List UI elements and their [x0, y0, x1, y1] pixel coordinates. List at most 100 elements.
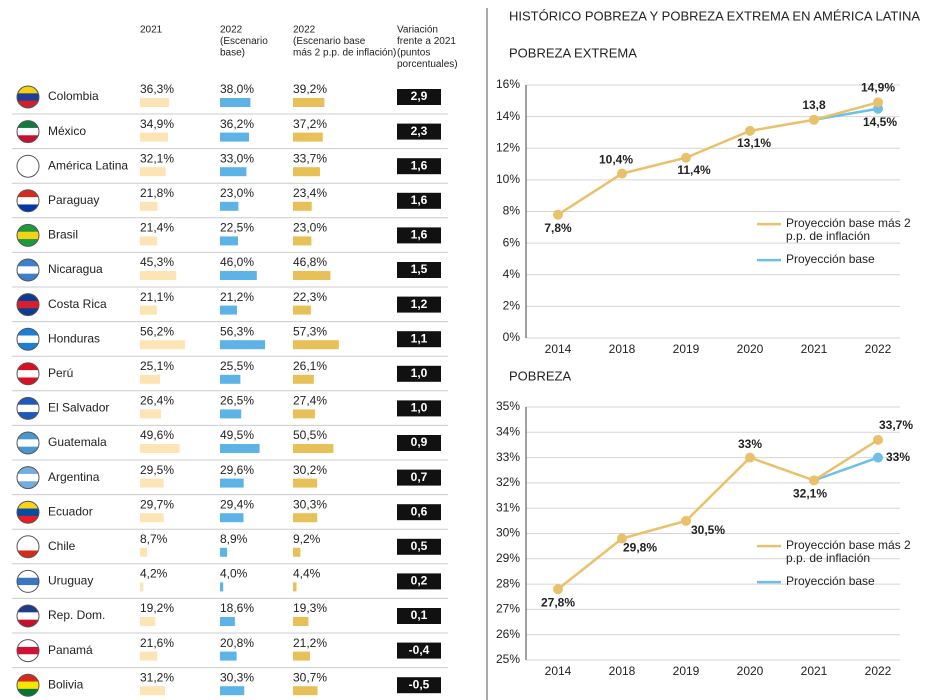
y-tick-label: 8%: [503, 204, 521, 218]
data-point: [873, 97, 883, 108]
variation-box: [397, 192, 441, 209]
country-name: Perú: [48, 366, 73, 380]
x-tick-label: 2014: [545, 342, 572, 356]
table-bar: [220, 686, 245, 696]
variation-box: [397, 123, 441, 140]
variation-box: [397, 538, 441, 555]
value-label: 19,3%: [293, 601, 327, 615]
flag-stripe: [17, 501, 39, 510]
flag-border: [16, 189, 40, 213]
flag-border: [16, 85, 40, 109]
value-label: 18,6%: [220, 601, 254, 615]
table-bar: [293, 617, 309, 626]
data-label: 10,4%: [599, 153, 633, 167]
chart-title: POBREZA EXTREMA: [509, 45, 637, 60]
country-name: El Salvador: [48, 401, 109, 415]
flag-stripe: [17, 273, 39, 281]
flag: [16, 396, 40, 420]
series-line: [557, 438, 879, 591]
flag-stripe: [17, 674, 39, 683]
table-bar: [220, 98, 251, 107]
main-title: HISTÓRICO POBREZA Y POBREZA EXTREMA EN A…: [509, 8, 920, 23]
flag-stripe: [17, 100, 39, 108]
flag-border: [16, 223, 40, 247]
value-label: 20,8%: [220, 636, 254, 650]
variation-label: 1,6: [411, 228, 428, 242]
flag-stripe: [17, 646, 39, 655]
x-tick-label: 2021: [801, 664, 828, 678]
variation-box: [397, 296, 441, 313]
variation-label: 0,2: [411, 574, 428, 588]
value-label: 21,2%: [293, 636, 327, 650]
y-tick-label: 6%: [503, 235, 521, 249]
table-bar: [140, 98, 170, 107]
flag: [16, 293, 40, 317]
column-header: frente a 2021: [397, 36, 456, 47]
value-label: 23,4%: [293, 186, 327, 200]
table-bar: [220, 651, 237, 661]
flag-stripe: [17, 466, 39, 475]
flag-stripe: [17, 266, 39, 275]
table-bar: [293, 513, 318, 523]
value-label: 9,2%: [293, 532, 321, 546]
value-label: 50,5%: [293, 428, 327, 442]
data-label: 27,8%: [541, 595, 575, 609]
table-bar: [140, 271, 177, 280]
table-bar: [220, 374, 241, 384]
flag: [16, 569, 40, 593]
flag-stripe: [17, 120, 39, 129]
legend-label: Proyección base: [786, 575, 875, 589]
variation-label: 1,0: [411, 366, 428, 380]
table-bar: [140, 478, 164, 488]
data-point: [745, 125, 755, 136]
x-tick-label: 2022: [865, 664, 892, 678]
variation-label: 2,3: [411, 124, 428, 138]
flag-stripe: [17, 605, 39, 613]
country-name: México: [48, 124, 86, 138]
value-label: 29,6%: [220, 463, 254, 477]
value-label: 49,6%: [140, 428, 174, 442]
value-label: 31,2%: [140, 670, 174, 684]
variation-label: -0,5: [409, 677, 430, 691]
flag-stripe: [17, 162, 39, 171]
table-bar: [220, 132, 249, 142]
x-tick-label: 2021: [801, 342, 828, 356]
country-name: Costa Rica: [48, 297, 107, 311]
table-bar: [220, 444, 260, 453]
table-bar: [293, 478, 318, 488]
flag-stripe: [17, 370, 39, 378]
variation-label: 1,0: [411, 401, 428, 415]
column-header: (Escenario base: [293, 36, 366, 47]
data-point: [553, 584, 563, 595]
country-name: América Latina: [48, 158, 128, 172]
table-bar: [293, 547, 301, 557]
flag-stripe: [17, 293, 39, 302]
table-bar: [220, 340, 266, 350]
flag-stripe: [17, 681, 39, 690]
y-tick-label: 28%: [496, 576, 520, 590]
country-name: Guatemala: [48, 435, 107, 449]
x-tick-label: 2020: [737, 664, 764, 678]
value-label: 56,3%: [220, 324, 254, 338]
table-bar: [220, 271, 257, 280]
value-label: 36,3%: [140, 82, 174, 96]
legend-label: Proyección base: [786, 253, 875, 267]
column-header: base): [220, 48, 245, 59]
table-bar: [293, 201, 312, 211]
flag: [16, 673, 40, 697]
country-name: Panamá: [48, 643, 93, 657]
flag-stripe: [17, 342, 39, 351]
data-point: [617, 533, 627, 544]
value-label: 32,1%: [140, 151, 174, 165]
flag-stripe: [17, 412, 39, 420]
flag-border: [16, 673, 40, 697]
flag-border: [16, 569, 40, 593]
flag-stripe: [17, 439, 39, 448]
flag-stripe: [17, 231, 39, 240]
flag: [16, 189, 40, 213]
flag: [16, 535, 40, 559]
value-label: 56,2%: [140, 324, 174, 338]
data-point: [553, 209, 563, 220]
flag: [16, 327, 40, 351]
